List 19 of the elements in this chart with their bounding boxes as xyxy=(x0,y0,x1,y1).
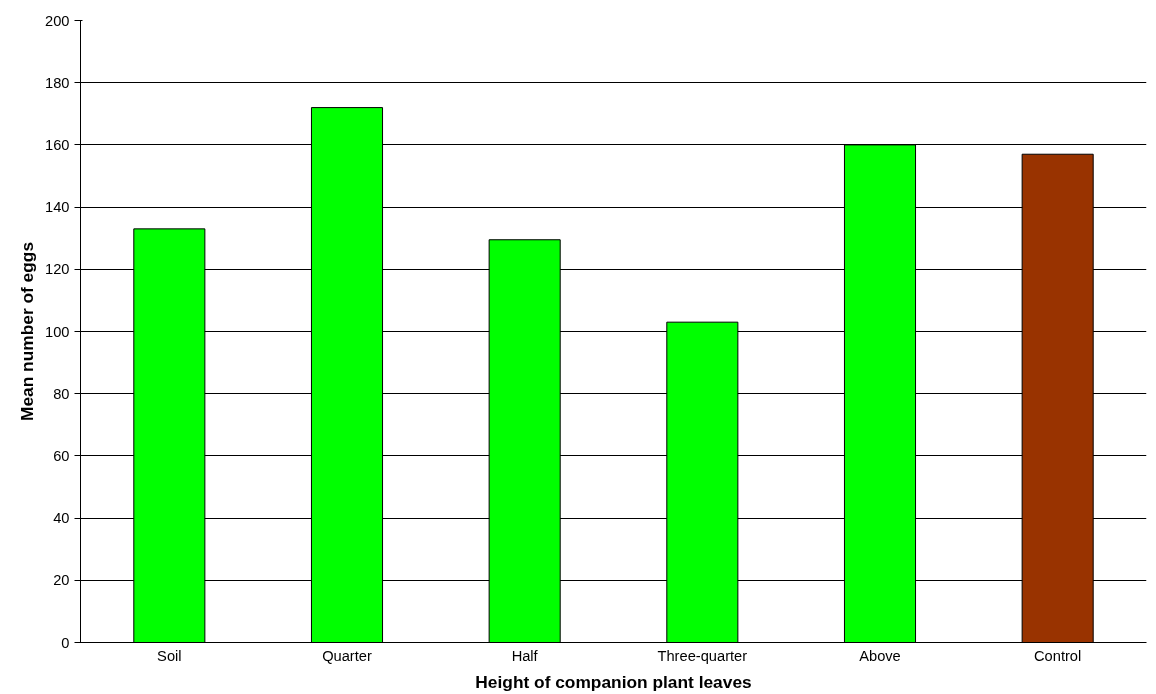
y-tick-label: 100 xyxy=(45,323,70,340)
y-tick-label: 80 xyxy=(53,385,70,402)
x-tick-label: Control xyxy=(1034,647,1082,664)
x-tick-label: Quarter xyxy=(322,647,372,664)
y-tick-label: 200 xyxy=(45,12,70,29)
x-tick-label: Above xyxy=(859,647,901,664)
x-tick-label: Soil xyxy=(157,647,182,664)
x-tick-label: Half xyxy=(511,647,539,664)
y-tick-label: 40 xyxy=(53,510,70,527)
x-axis-title: Height of companion plant leaves xyxy=(475,671,752,692)
y-tick-label: 120 xyxy=(45,261,70,278)
x-tick-label: Three-quarter xyxy=(657,647,748,664)
y-tick-label: 60 xyxy=(53,447,70,464)
y-tick-label: 180 xyxy=(45,74,70,91)
y-tick-label: 0 xyxy=(61,634,70,651)
y-axis-title: Mean number of eggs xyxy=(17,241,38,422)
y-tick-label: 160 xyxy=(45,136,70,153)
y-tick-label: 20 xyxy=(53,572,70,589)
y-tick-label: 140 xyxy=(45,199,70,216)
